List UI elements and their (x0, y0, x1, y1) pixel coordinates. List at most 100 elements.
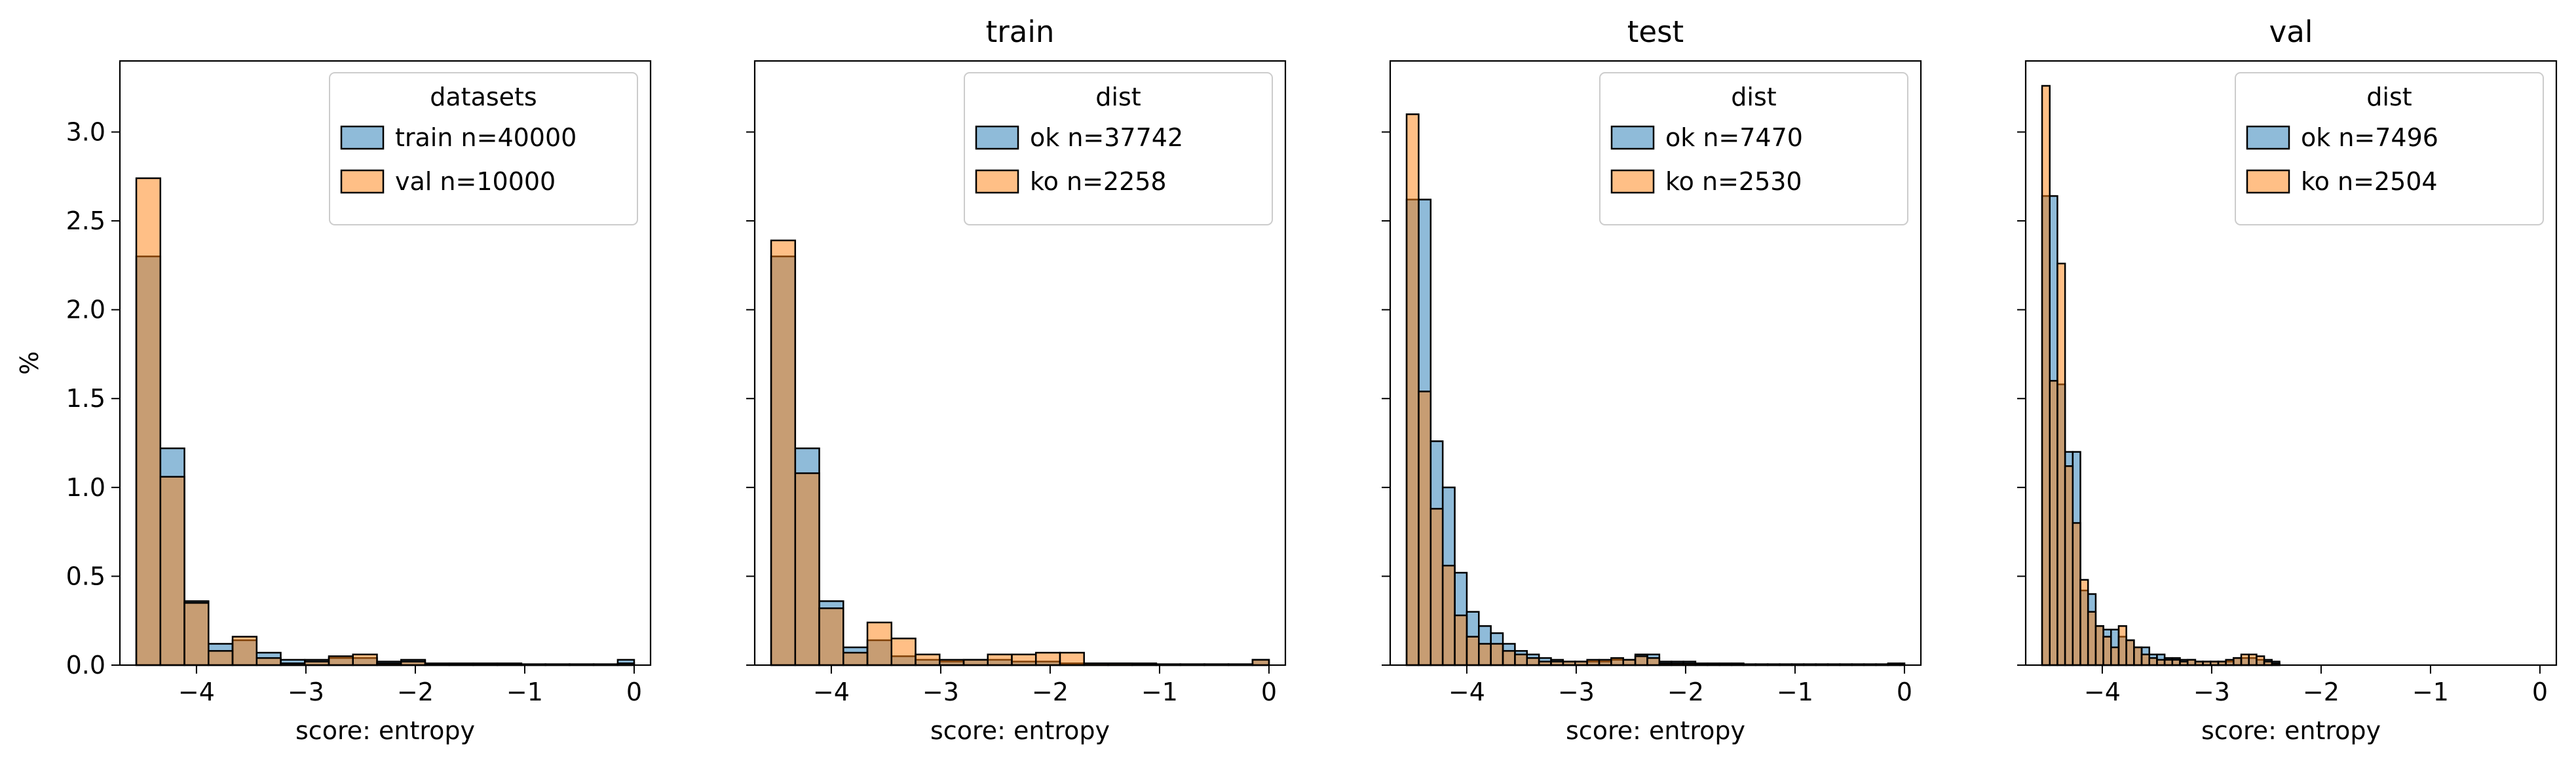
y-tick-label: 2.0 (66, 296, 105, 324)
histogram-bar (890, 638, 917, 666)
chart-title: test (1627, 14, 1684, 49)
histogram-bar (2072, 522, 2081, 666)
y-tick-label: 1.0 (66, 473, 105, 502)
histogram-bar (2225, 659, 2235, 666)
x-tick-label: −1 (506, 678, 543, 706)
legend-box (964, 72, 1273, 225)
legend: dist ok n=37742 ko n=2258 (964, 72, 1273, 225)
histogram-bar (2064, 465, 2074, 666)
histogram-bar (794, 472, 820, 666)
histogram-bar (159, 476, 185, 666)
x-tick-label: −2 (2303, 678, 2339, 706)
histogram-bar (962, 659, 989, 666)
histogram-bar (2233, 657, 2243, 666)
chart-panel-4: −4 −3 −2 −1 0 score: entropy val dist ok n=7496 k… (2017, 14, 2558, 745)
x-axis-label: score: entropy (2201, 716, 2381, 745)
histogram-bar (1418, 391, 1432, 666)
legend-title: dist (1095, 83, 1141, 111)
x-tick-label: −4 (1449, 678, 1485, 706)
histogram-bar (1622, 659, 1637, 666)
legend-swatch (1610, 169, 1655, 194)
x-tick-label: 0 (1897, 678, 1912, 706)
x-tick-label: −3 (1558, 678, 1595, 706)
histogram-bar (183, 602, 210, 666)
x-tick-label: −4 (813, 678, 850, 706)
x-tick-label: −4 (2084, 678, 2121, 706)
x-tick-label: 0 (2532, 678, 2548, 706)
histogram-bar (2110, 646, 2120, 666)
histogram-bar (987, 653, 1013, 666)
histogram-bar (2041, 85, 2051, 666)
legend-label: ok n=7496 (2301, 123, 2438, 152)
histogram-bar (1586, 659, 1601, 666)
histogram-bar (2056, 262, 2066, 666)
legend: dist ok n=7470 ko n=2530 (1599, 72, 1908, 225)
y-tick-label: 0.5 (66, 562, 105, 590)
histogram-bar (2140, 653, 2150, 666)
histogram-bar (2049, 379, 2058, 666)
legend-swatch (340, 169, 385, 194)
histogram-bar (1454, 614, 1468, 666)
chart-title: train (986, 14, 1055, 49)
histogram-bar (2156, 659, 2166, 666)
legend: dist ok n=7496 ko n=2504 (2235, 72, 2544, 225)
legend-swatch (1610, 125, 1655, 150)
y-axis-label: % (15, 351, 44, 375)
histogram-bar (352, 653, 378, 666)
histogram-bar (2256, 655, 2265, 666)
series-1 (1405, 199, 1906, 666)
histogram-bar (770, 239, 797, 666)
legend-label: ko n=2530 (1665, 167, 1802, 196)
histogram-bar (2148, 657, 2158, 666)
histogram-bar (1405, 113, 1420, 666)
histogram-bar (2079, 579, 2089, 666)
histogram-bar (1646, 657, 1661, 666)
histogram-bar (938, 659, 965, 666)
histogram-bar (1610, 657, 1624, 666)
x-tick-label: 0 (626, 678, 642, 706)
series-2 (1405, 113, 1906, 666)
plot-frame (1389, 60, 1922, 666)
histogram-bar (1490, 643, 1504, 666)
histogram-bar (208, 650, 234, 666)
histogram-bar (1011, 653, 1037, 666)
y-tick-label: 0.0 (66, 651, 105, 680)
legend-swatch (2246, 125, 2290, 150)
series-2 (770, 239, 1270, 666)
legend-label: ok n=7470 (1665, 123, 1803, 152)
x-tick-label: −3 (922, 678, 959, 706)
histogram-bar (1466, 636, 1480, 666)
histogram-bar (915, 653, 941, 666)
legend-box (1599, 72, 1908, 225)
histogram-bar (2094, 625, 2104, 666)
x-tick-label: −3 (288, 678, 324, 706)
legend-label: ko n=2258 (1030, 167, 1167, 196)
legend: datasets train n=40000 val n=10000 (329, 72, 638, 225)
x-tick-label: −2 (397, 678, 434, 706)
histogram-bar (1502, 650, 1516, 666)
histogram-bar (1059, 651, 1085, 666)
histogram-bar (328, 655, 354, 666)
legend-title: dist (2366, 83, 2412, 111)
histogram-bar (2087, 611, 2097, 666)
histogram-bar (2240, 653, 2250, 666)
x-axis-label: score: entropy (295, 716, 475, 745)
legend-swatch (340, 125, 385, 150)
histogram-bar (256, 657, 282, 666)
chart-title: val (2269, 14, 2313, 49)
histogram-bar (231, 636, 258, 666)
histogram-bar (2171, 659, 2181, 666)
x-tick-label: −1 (2412, 678, 2449, 706)
histogram-bar (1034, 651, 1061, 666)
x-tick-label: −2 (1032, 678, 1069, 706)
chart-panel-1: −4 −3 −2 −1 0 score: entropy 0.0 0.5 1.0 1.5 2.0 2.… (66, 60, 652, 745)
legend-swatch (975, 169, 1019, 194)
histogram-bar (1478, 643, 1492, 666)
histogram-bar (135, 177, 162, 666)
x-tick-label: −1 (1777, 678, 1813, 706)
legend-title: datasets (430, 83, 537, 111)
histogram-bar (843, 651, 869, 666)
series-2 (135, 177, 635, 666)
plot-frame (2024, 60, 2558, 666)
histogram-bar (2102, 636, 2112, 666)
